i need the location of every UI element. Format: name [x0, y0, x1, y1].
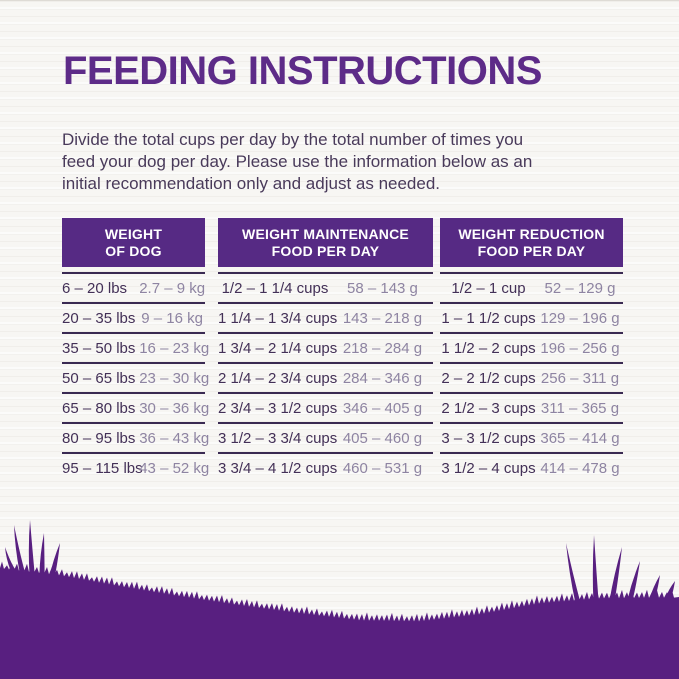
reduction-cups-value: 3 1/2 – 4 cups: [441, 459, 536, 477]
maintenance-cups-value: 1 3/4 – 2 1/4 cups: [218, 339, 338, 357]
table-row: 80 – 95 lbs 36 – 43 kg: [62, 422, 210, 452]
lbs-value: 35 – 50 lbs: [62, 339, 136, 357]
table-row: 95 – 115 lbs 43 – 52 kg: [62, 452, 210, 482]
maintenance-cups-value: 2 1/4 – 2 3/4 cups: [218, 369, 338, 387]
maintenance-grams-value: 405 – 460 g: [342, 429, 423, 447]
reduction-cups-value: 3 – 3 1/2 cups: [441, 429, 536, 447]
table-row: 2 – 2 1/2 cups 256 – 311 g: [440, 362, 623, 392]
maintenance-cups-value: 1/2 – 1 1/4 cups: [221, 279, 329, 297]
intro-line: Divide the total cups per day by the tot…: [62, 130, 524, 149]
column-group-weight-maintenance: WEIGHT MAINTENANCE FOOD PER DAY 1/2 – 1 …: [218, 218, 433, 482]
maintenance-grams-value: 143 – 218 g: [342, 309, 423, 327]
table-row: 1 – 1 1/2 cups 129 – 196 g: [440, 302, 623, 332]
header-line: WEIGHT: [104, 225, 163, 242]
header-weight-of-dog: WEIGHT OF DOG: [62, 218, 205, 267]
table-row: 6 – 20 lbs 2.7 – 9 kg: [62, 272, 205, 302]
intro-line: feed your dog per day. Please use the in…: [62, 152, 533, 171]
page-title: FEEDING INSTRUCTIONS: [63, 49, 542, 93]
table-row: 1/2 – 1 cup 52 – 129 g: [440, 272, 623, 302]
kg-value: 23 – 30 kg: [139, 369, 210, 387]
maintenance-rows: 1/2 – 1 1/4 cups 58 – 143 g 1 1/4 – 1 3/4…: [218, 272, 433, 482]
header-line: FOOD PER DAY: [477, 242, 586, 259]
lbs-value: 65 – 80 lbs: [62, 399, 136, 417]
reduction-grams-value: 52 – 129 g: [544, 279, 616, 297]
table-row: 20 – 35 lbs 9 – 16 kg: [62, 302, 205, 332]
table-row: 3 3/4 – 4 1/2 cups 460 – 531 g: [218, 452, 433, 482]
table-row: 2 1/4 – 2 3/4 cups 284 – 346 g: [218, 362, 433, 392]
table-row: 2 3/4 – 3 1/2 cups 346 – 405 g: [218, 392, 433, 422]
table-row: 1 1/4 – 1 3/4 cups 143 – 218 g: [218, 302, 433, 332]
reduction-grams-value: 311 – 365 g: [540, 399, 620, 417]
header-weight-reduction: WEIGHT REDUCTION FOOD PER DAY: [440, 218, 623, 267]
maintenance-cups-value: 3 1/2 – 3 3/4 cups: [218, 429, 338, 447]
reduction-grams-value: 256 – 311 g: [540, 369, 620, 387]
lbs-value: 6 – 20 lbs: [62, 279, 128, 297]
table-row: 35 – 50 lbs 16 – 23 kg: [62, 332, 210, 362]
maintenance-grams-value: 346 – 405 g: [342, 399, 423, 417]
reduction-cups-value: 2 – 2 1/2 cups: [441, 369, 536, 387]
header-line: OF DOG: [105, 242, 162, 259]
reduction-rows: 1/2 – 1 cup 52 – 129 g 1 – 1 1/2 cups 129 …: [440, 272, 623, 482]
reduction-cups-value: 1/2 – 1 cup: [451, 279, 526, 297]
kg-value: 16 – 23 kg: [139, 339, 210, 357]
lbs-value: 50 – 65 lbs: [62, 369, 136, 387]
reduction-grams-value: 196 – 256 g: [540, 339, 620, 357]
table-row: 50 – 65 lbs 23 – 30 kg: [62, 362, 210, 392]
weight-rows: 6 – 20 lbs 2.7 – 9 kg 20 – 35 lbs 9 – 16 k…: [62, 272, 210, 482]
header-line: WEIGHT MAINTENANCE: [242, 225, 409, 242]
reduction-cups-value: 2 1/2 – 3 cups: [441, 399, 536, 417]
kg-value: 9 – 16 kg: [141, 309, 203, 327]
table-row: 65 – 80 lbs 30 – 36 kg: [62, 392, 210, 422]
column-group-weight-of-dog: WEIGHT OF DOG 6 – 20 lbs 2.7 – 9 kg 20 – …: [62, 218, 210, 482]
lbs-value: 95 – 115 lbs: [62, 459, 143, 477]
table-row: 2 1/2 – 3 cups 311 – 365 g: [440, 392, 623, 422]
intro-line: initial recommendation only and adjust a…: [62, 174, 441, 193]
table-row: 3 – 3 1/2 cups 365 – 414 g: [440, 422, 623, 452]
reduction-cups-value: 1 – 1 1/2 cups: [441, 309, 536, 327]
table-row: 3 1/2 – 3 3/4 cups 405 – 460 g: [218, 422, 433, 452]
intro-paragraph: Divide the total cups per day by the tot…: [62, 129, 628, 195]
table-row: 1/2 – 1 1/4 cups 58 – 143 g: [218, 272, 433, 302]
feeding-table: WEIGHT OF DOG 6 – 20 lbs 2.7 – 9 kg 20 – …: [62, 218, 623, 482]
table-row: 1 1/2 – 2 cups 196 – 256 g: [440, 332, 623, 362]
maintenance-grams-value: 58 – 143 g: [347, 279, 418, 297]
kg-value: 2.7 – 9 kg: [139, 279, 206, 297]
reduction-grams-value: 414 – 478 g: [540, 459, 620, 477]
header-line: FOOD PER DAY: [271, 242, 380, 259]
lbs-value: 80 – 95 lbs: [62, 429, 136, 447]
kg-value: 36 – 43 kg: [139, 429, 210, 447]
maintenance-cups-value: 2 3/4 – 3 1/2 cups: [218, 399, 338, 417]
reduction-cups-value: 1 1/2 – 2 cups: [441, 339, 536, 357]
table-row: 1 3/4 – 2 1/4 cups 218 – 284 g: [218, 332, 433, 362]
table-row: 3 1/2 – 4 cups 414 – 478 g: [440, 452, 623, 482]
kg-value: 43 – 52 kg: [139, 459, 210, 477]
maintenance-grams-value: 218 – 284 g: [342, 339, 423, 357]
maintenance-cups-value: 1 1/4 – 1 3/4 cups: [218, 309, 338, 327]
reduction-grams-value: 365 – 414 g: [540, 429, 620, 447]
header-weight-maintenance: WEIGHT MAINTENANCE FOOD PER DAY: [218, 218, 433, 267]
maintenance-grams-value: 284 – 346 g: [342, 369, 423, 387]
maintenance-grams-value: 460 – 531 g: [342, 459, 423, 477]
header-line: WEIGHT REDUCTION: [458, 225, 605, 242]
maintenance-cups-value: 3 3/4 – 4 1/2 cups: [218, 459, 338, 477]
reduction-grams-value: 129 – 196 g: [540, 309, 620, 327]
kg-value: 30 – 36 kg: [139, 399, 210, 417]
column-group-weight-reduction: WEIGHT REDUCTION FOOD PER DAY 1/2 – 1 cu…: [440, 218, 623, 482]
lbs-value: 20 – 35 lbs: [62, 309, 136, 327]
grass-silhouette: [0, 520, 679, 679]
